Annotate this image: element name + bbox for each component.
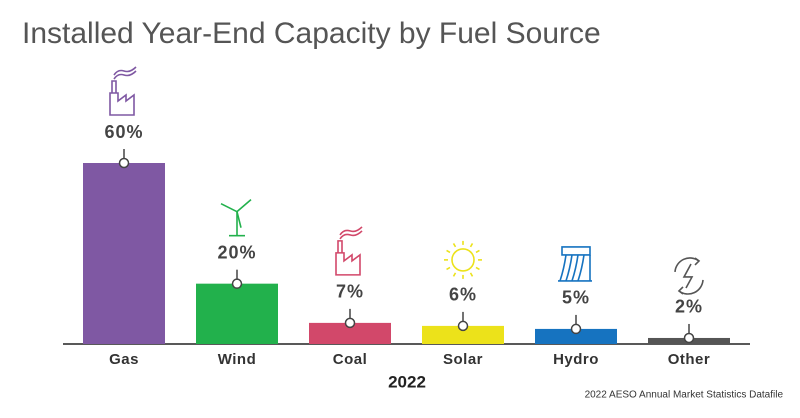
icon-stroke	[446, 266, 451, 271]
icon-stroke	[113, 70, 137, 80]
icon-stroke	[220, 202, 238, 213]
icon-stroke	[577, 254, 585, 282]
bar-marker	[118, 157, 130, 169]
x-tick-label: Hydro	[553, 351, 599, 368]
source-note: 2022 AESO Annual Market Statistics Dataf…	[585, 390, 784, 401]
icon-stroke	[339, 226, 363, 236]
icon-stroke	[451, 248, 475, 272]
icon-stroke	[682, 263, 694, 289]
icon-stroke	[565, 254, 573, 282]
chart-title: Installed Year-End Capacity by Fuel Sour…	[22, 17, 601, 50]
icon-stroke	[337, 240, 343, 253]
bar-marker	[457, 320, 469, 332]
bar	[309, 322, 391, 344]
icon	[335, 226, 363, 276]
bar-marker	[231, 278, 243, 289]
icon-stroke	[475, 266, 480, 271]
bar	[196, 283, 278, 344]
icon-stroke	[677, 286, 684, 295]
icon-stroke	[469, 243, 474, 248]
x-tick-label: Coal	[333, 351, 368, 368]
icon-stroke	[452, 243, 457, 248]
bar	[422, 325, 504, 344]
bar-marker	[344, 317, 356, 329]
value-label: 60%	[104, 122, 143, 142]
value-label: 20%	[217, 242, 256, 262]
icon	[558, 246, 592, 282]
bar-marker	[570, 323, 582, 335]
icon-stroke	[469, 272, 474, 277]
x-tick-label: Solar	[443, 351, 483, 368]
icon-stroke	[446, 249, 451, 254]
icon-stroke	[694, 257, 701, 266]
icon-stroke	[339, 230, 363, 240]
icon-stroke	[109, 92, 135, 116]
bar-marker	[683, 332, 695, 344]
icon-stroke	[236, 211, 242, 228]
value-label: 2%	[675, 297, 703, 317]
icon-stroke	[113, 66, 137, 76]
icon-stroke	[111, 80, 117, 93]
x-axis-label: 2022	[388, 372, 426, 391]
icon	[674, 257, 704, 295]
icon-stroke	[475, 249, 480, 254]
value-label: 6%	[449, 285, 477, 305]
icon-stroke	[559, 254, 567, 282]
icon	[109, 66, 137, 116]
icon-stroke	[236, 199, 252, 213]
bar	[83, 163, 165, 344]
icon	[220, 199, 252, 237]
icon-stroke	[335, 252, 361, 276]
x-tick-label: Wind	[218, 351, 257, 368]
value-label: 5%	[562, 288, 590, 308]
x-tick-label: Gas	[109, 351, 139, 368]
icon	[444, 240, 482, 279]
icon-stroke	[452, 272, 457, 277]
icon-stroke	[571, 254, 579, 282]
value-label: 7%	[336, 282, 364, 302]
x-tick-label: Other	[668, 351, 711, 368]
icon-stroke	[561, 246, 591, 256]
bar	[535, 328, 617, 344]
